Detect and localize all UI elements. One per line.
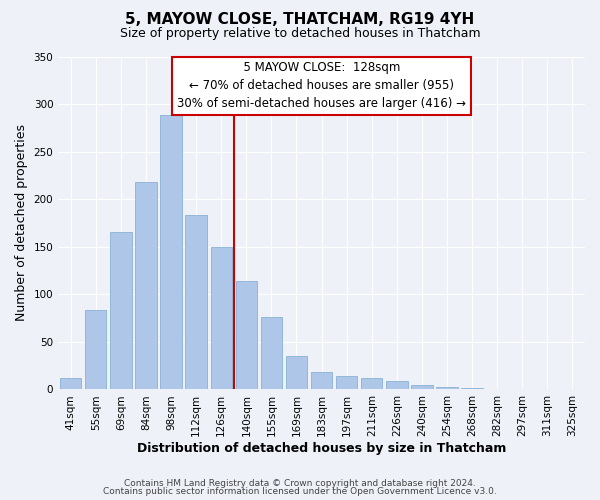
Text: Size of property relative to detached houses in Thatcham: Size of property relative to detached ho… xyxy=(119,28,481,40)
Text: Contains public sector information licensed under the Open Government Licence v3: Contains public sector information licen… xyxy=(103,487,497,496)
Bar xyxy=(60,378,82,390)
Bar xyxy=(136,182,157,390)
Bar xyxy=(85,310,106,390)
Bar xyxy=(537,388,558,390)
Bar xyxy=(110,232,131,390)
Y-axis label: Number of detached properties: Number of detached properties xyxy=(15,124,28,322)
Bar xyxy=(562,388,583,390)
Text: 5 MAYOW CLOSE:  128sqm  
← 70% of detached houses are smaller (955)
30% of semi-: 5 MAYOW CLOSE: 128sqm ← 70% of detached … xyxy=(177,62,466,110)
Bar xyxy=(185,216,207,390)
Bar xyxy=(261,317,282,390)
Bar xyxy=(487,388,508,390)
Text: Contains HM Land Registry data © Crown copyright and database right 2024.: Contains HM Land Registry data © Crown c… xyxy=(124,478,476,488)
Bar xyxy=(336,376,358,390)
Bar xyxy=(160,116,182,390)
Bar xyxy=(411,384,433,390)
Bar xyxy=(311,372,332,390)
Bar xyxy=(461,388,483,390)
Bar xyxy=(211,247,232,390)
Bar xyxy=(286,356,307,390)
X-axis label: Distribution of detached houses by size in Thatcham: Distribution of detached houses by size … xyxy=(137,442,506,455)
Bar xyxy=(436,386,458,390)
Text: 5, MAYOW CLOSE, THATCHAM, RG19 4YH: 5, MAYOW CLOSE, THATCHAM, RG19 4YH xyxy=(125,12,475,28)
Bar xyxy=(386,381,407,390)
Bar xyxy=(512,388,533,390)
Bar xyxy=(236,281,257,390)
Bar xyxy=(361,378,382,390)
